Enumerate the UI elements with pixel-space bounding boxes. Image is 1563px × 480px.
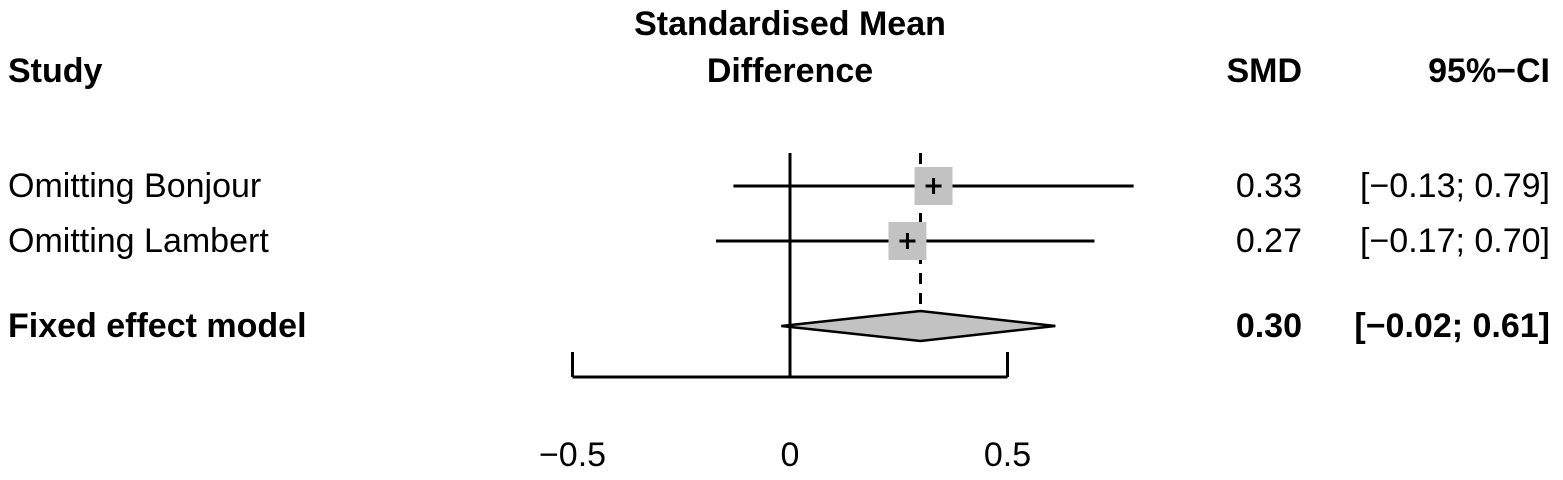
x-axis-tick-label: 0.5 — [984, 436, 1031, 474]
study-label: Omitting Bonjour — [8, 167, 262, 205]
chart-title-line1: Standardised Mean — [634, 5, 946, 43]
summary-smd-value: 0.30 — [1235, 307, 1302, 345]
column-header-ci: 95%−CI — [1428, 52, 1550, 90]
ci-value: [−0.13; 0.79] — [1360, 167, 1550, 205]
smd-value: 0.27 — [1235, 222, 1302, 260]
column-header-smd: SMD — [1226, 52, 1302, 90]
summary-label: Fixed effect model — [8, 307, 307, 345]
summary-ci-value: [−0.02; 0.61] — [1354, 307, 1550, 345]
ci-value: [−0.17; 0.70] — [1360, 222, 1550, 260]
smd-value: 0.33 — [1235, 167, 1302, 205]
x-axis-tick-label: −0.5 — [539, 436, 606, 474]
study-label: Omitting Lambert — [8, 222, 269, 260]
column-header-study: Study — [8, 52, 103, 90]
x-axis-tick-label: 0 — [781, 436, 800, 474]
summary-diamond — [781, 309, 1056, 343]
chart-title-line2: Difference — [706, 52, 874, 90]
